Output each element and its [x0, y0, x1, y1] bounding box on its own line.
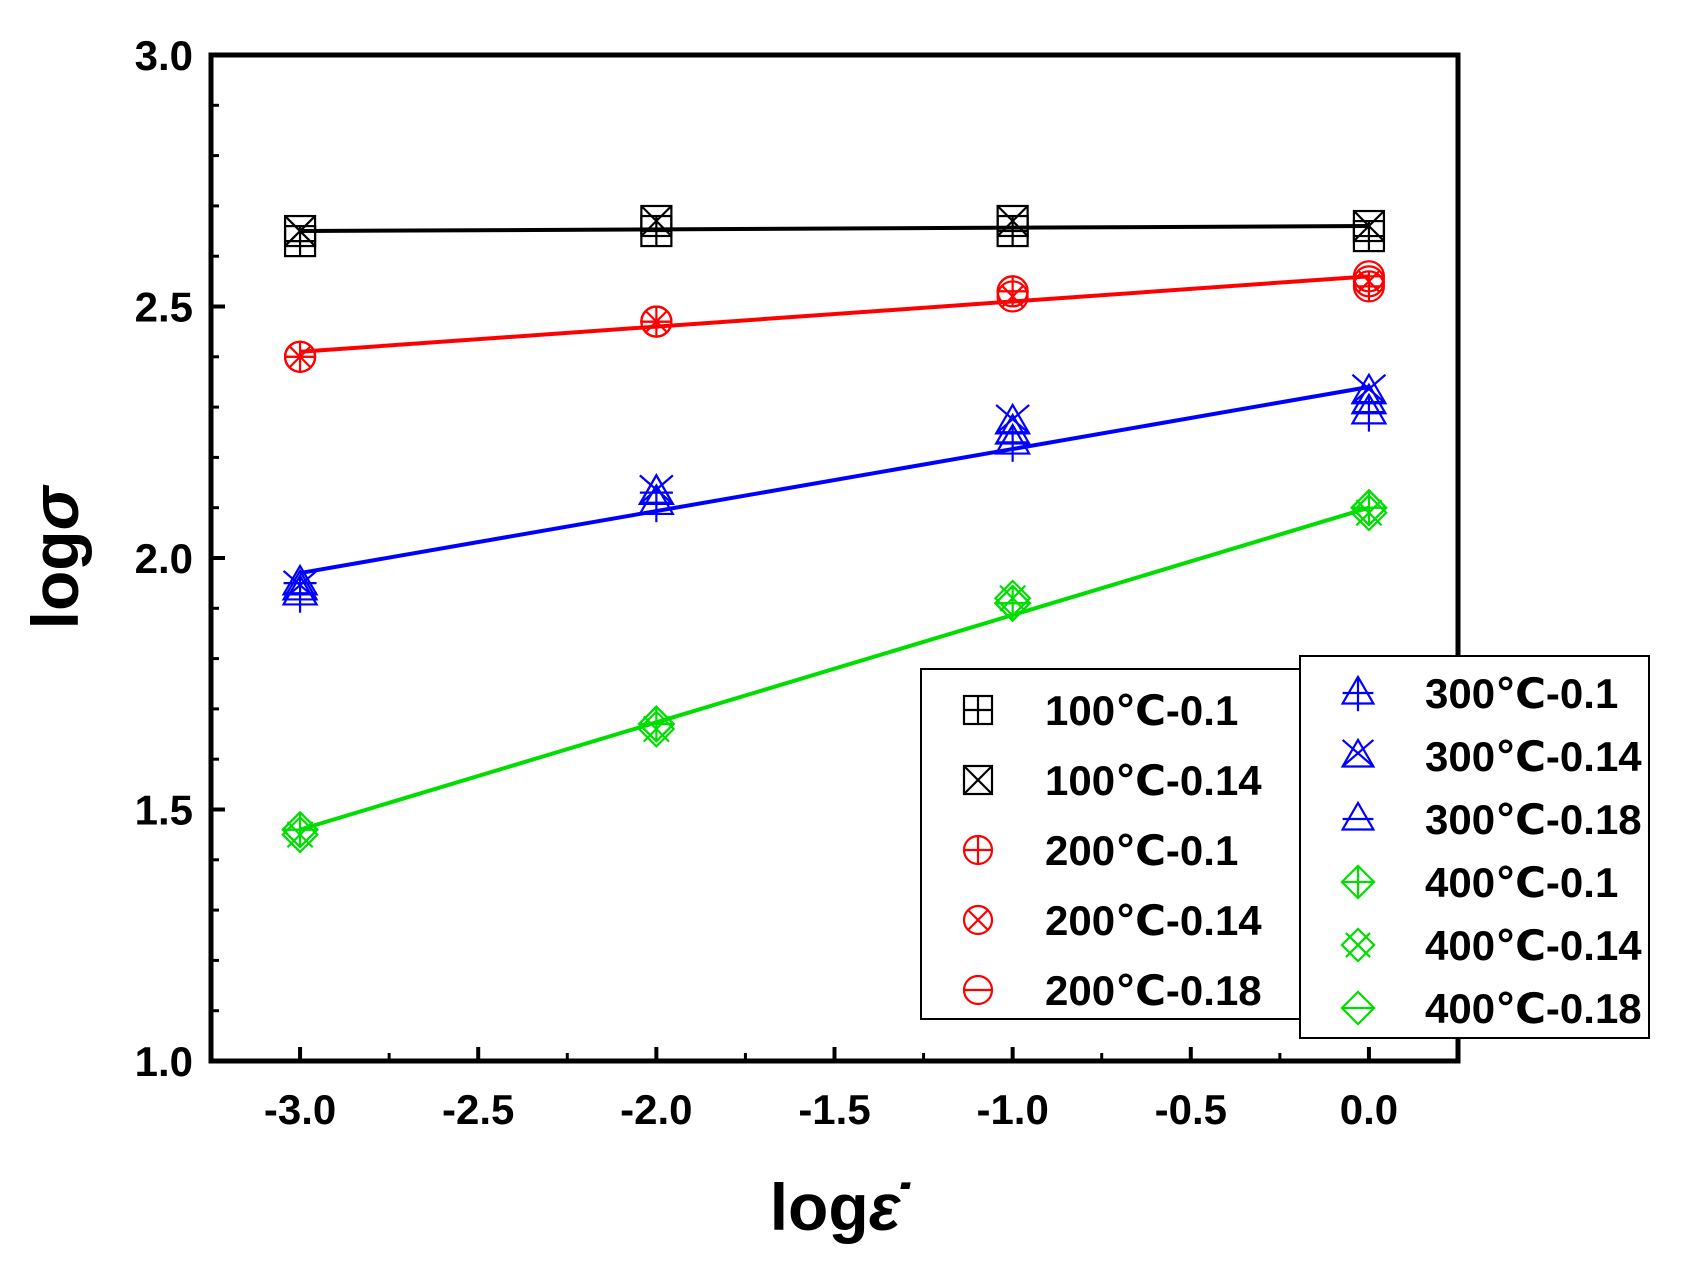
data-point — [281, 810, 319, 849]
legend-label: 100℃-0.1 — [1045, 687, 1238, 734]
legend-left: 100℃-0.1 100℃-0.14 200℃-0.1 200℃-0.14 200℃-0… — [920, 668, 1302, 1020]
data-point — [1350, 488, 1388, 527]
fit-lines — [299, 224, 1370, 832]
data-point — [637, 473, 675, 505]
data-point — [283, 214, 317, 248]
legend-label: 400℃-0.14 — [1425, 922, 1642, 969]
data-point — [640, 204, 673, 238]
legend-label: 400℃-0.1 — [1425, 859, 1618, 906]
data-point — [994, 412, 1032, 445]
legend-label: 300℃-0.18 — [1425, 796, 1642, 843]
data-point — [996, 275, 1029, 308]
x-axis-title: logε̇ — [770, 1170, 912, 1244]
axis-ticks: -3.0 -2.5 -2.0 -1.5 -1.0 -0.5 0.0 1.0 1.5 2.0 2.5 3… — [135, 32, 1399, 1133]
data-markers — [281, 204, 1388, 854]
x-axis-title-log: log — [770, 1170, 869, 1244]
legend-label: 200℃-0.18 — [1045, 967, 1262, 1014]
data-point — [996, 204, 1029, 238]
legend-symbol — [962, 764, 994, 796]
legend-right-frame — [1299, 655, 1650, 1039]
legend-label: 200℃-0.1 — [1045, 827, 1238, 874]
legend-symbol — [962, 694, 994, 726]
data-point — [640, 305, 673, 338]
x-tick-label: -1.0 — [976, 1086, 1048, 1133]
y-axis-title-log: log — [18, 530, 92, 629]
y-axis-title: logσ — [18, 484, 92, 629]
legend-symbol — [1340, 927, 1376, 963]
data-point — [283, 340, 317, 373]
data-point — [1352, 209, 1386, 243]
legend-symbol — [962, 904, 994, 936]
data-point — [1350, 372, 1388, 405]
fit-line — [299, 385, 1370, 576]
x-tick-label: -2.5 — [442, 1086, 514, 1133]
legend-left-frame — [920, 668, 1302, 1020]
x-tick-label: -1.5 — [798, 1086, 870, 1133]
x-tick-label: -3.0 — [264, 1086, 336, 1133]
legend-label: 400℃-0.18 — [1425, 985, 1642, 1032]
data-point — [993, 579, 1032, 618]
fit-line — [300, 224, 1369, 234]
y-tick-label: 3.0 — [135, 32, 193, 79]
legend-symbol — [1340, 674, 1376, 712]
legend-symbol — [1340, 864, 1376, 900]
legend-label: 300℃-0.1 — [1425, 670, 1618, 717]
x-axis-title-symbol: ε̇ — [869, 1170, 912, 1244]
legend-label: 300℃-0.14 — [1425, 733, 1642, 780]
data-point — [1352, 260, 1386, 293]
data-point — [993, 584, 1032, 623]
fit-line — [299, 274, 1370, 354]
x-tick-label: -2.0 — [620, 1086, 692, 1133]
legend-right: 300℃-0.1 300℃-0.14 300℃-0.18 400℃-0.1 400℃-0… — [1299, 655, 1650, 1039]
legend-symbol — [962, 974, 994, 1006]
x-tick-label: 0.0 — [1340, 1086, 1398, 1133]
legend-label: 200℃-0.14 — [1045, 897, 1262, 944]
x-tick-label: -0.5 — [1155, 1086, 1227, 1133]
data-point — [1350, 382, 1388, 415]
y-tick-label: 1.0 — [135, 1038, 193, 1085]
legend-symbol — [962, 834, 994, 866]
y-tick-label: 1.5 — [135, 787, 193, 834]
y-tick-label: 2.0 — [135, 535, 193, 582]
data-point — [994, 402, 1032, 435]
legend-label: 100℃-0.14 — [1045, 757, 1262, 804]
legend-symbol — [1340, 990, 1376, 1026]
data-point — [281, 563, 319, 596]
y-tick-label: 2.5 — [135, 284, 193, 331]
legend-symbol — [1340, 737, 1376, 768]
fit-line — [299, 505, 1370, 832]
legend-symbol — [1340, 800, 1376, 831]
y-axis-title-symbol: σ — [18, 484, 92, 530]
data-point — [637, 705, 676, 743]
